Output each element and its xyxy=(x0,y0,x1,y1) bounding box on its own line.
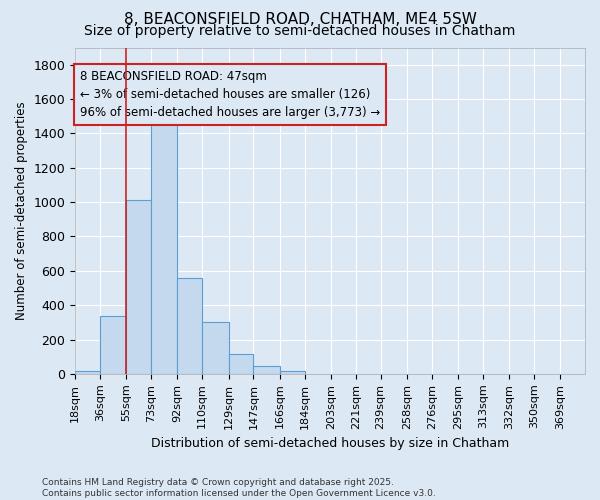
Text: Size of property relative to semi-detached houses in Chatham: Size of property relative to semi-detach… xyxy=(85,24,515,38)
Bar xyxy=(100,316,126,374)
Text: 8, BEACONSFIELD ROAD, CHATHAM, ME4 5SW: 8, BEACONSFIELD ROAD, CHATHAM, ME4 5SW xyxy=(124,12,476,28)
Bar xyxy=(280,370,305,374)
Bar xyxy=(151,118,178,374)
Text: 8 BEACONSFIELD ROAD: 47sqm
← 3% of semi-detached houses are smaller (126)
96% of: 8 BEACONSFIELD ROAD: 47sqm ← 3% of semi-… xyxy=(80,70,380,120)
Bar xyxy=(75,371,100,374)
X-axis label: Distribution of semi-detached houses by size in Chatham: Distribution of semi-detached houses by … xyxy=(151,437,509,450)
Bar xyxy=(253,366,280,374)
Bar xyxy=(178,278,202,374)
Bar xyxy=(202,322,229,374)
Bar xyxy=(126,200,151,374)
Bar xyxy=(229,354,253,374)
Text: Contains HM Land Registry data © Crown copyright and database right 2025.
Contai: Contains HM Land Registry data © Crown c… xyxy=(42,478,436,498)
Y-axis label: Number of semi-detached properties: Number of semi-detached properties xyxy=(15,102,28,320)
